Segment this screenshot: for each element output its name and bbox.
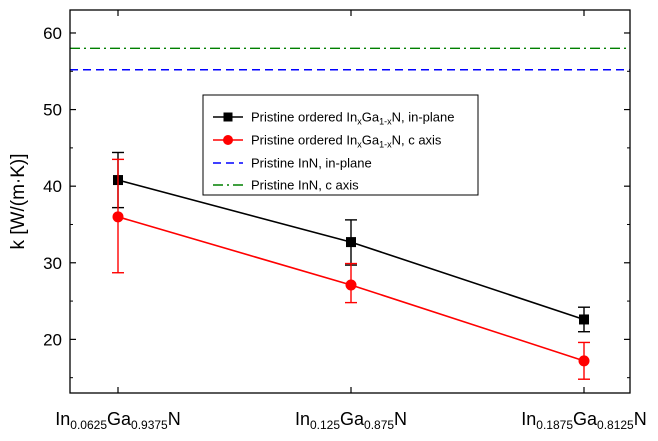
data-point-0-2 bbox=[579, 314, 589, 325]
legend-label-part: 1-x bbox=[379, 117, 392, 127]
legend-ref-label-0: Pristine InN, in-plane bbox=[251, 156, 372, 171]
x-category-label-part: 0.1875 bbox=[536, 418, 573, 432]
y-axis: 20 30 40 50 60 bbox=[43, 24, 630, 379]
legend-ref-label-1: Pristine InN, c axis bbox=[251, 178, 359, 193]
x-category-label-part: In bbox=[55, 409, 70, 429]
y-tick-label-40: 40 bbox=[43, 177, 62, 196]
y-axis-label: k [W/(m·K)] bbox=[8, 153, 29, 249]
y-tick-label-50: 50 bbox=[43, 101, 62, 120]
data-point-1-0 bbox=[112, 211, 124, 223]
x-category-label-part: 0.9375 bbox=[131, 418, 168, 432]
x-category-label-part: N bbox=[168, 409, 181, 429]
legend-marker-0 bbox=[223, 112, 233, 122]
legend: Pristine ordered InxGa1-xN, in-planePris… bbox=[202, 94, 479, 196]
x-category-label-part: N bbox=[634, 409, 647, 429]
x-category-label-part: Ga bbox=[107, 409, 132, 429]
plot-frame bbox=[69, 9, 631, 394]
legend-label-part: Pristine ordered In bbox=[251, 110, 357, 125]
x-category-label-2: In0.1875Ga0.8125N bbox=[521, 409, 646, 432]
x-category-label-part: Ga bbox=[340, 409, 365, 429]
x-category-label-part: 0.8125 bbox=[597, 418, 634, 432]
y-tick-label-20: 20 bbox=[43, 330, 62, 349]
legend-marker-1 bbox=[223, 135, 233, 145]
x-category-label-part: 0.0625 bbox=[70, 418, 107, 432]
legend-label-part: N, in-plane bbox=[392, 110, 455, 125]
legend-label-1: Pristine ordered InxGa1-xN, c axis bbox=[251, 133, 442, 150]
x-category-label-1: In0.125Ga0.875N bbox=[295, 409, 407, 432]
x-category-label-part: 0.125 bbox=[310, 418, 340, 432]
x-category-label-part: In bbox=[521, 409, 536, 429]
legend-label-part: N, c axis bbox=[392, 133, 442, 148]
y-tick-label-30: 30 bbox=[43, 254, 62, 273]
x-category-label-part: 0.875 bbox=[364, 418, 394, 432]
legend-label-part: Ga bbox=[362, 110, 380, 125]
series-layer bbox=[112, 151, 590, 380]
data-point-1-2 bbox=[578, 355, 590, 367]
legend-label-part: Ga bbox=[362, 133, 380, 148]
reference-lines bbox=[70, 47, 630, 71]
legend-label-0: Pristine ordered InxGa1-xN, in-plane bbox=[251, 110, 454, 127]
legend-box bbox=[202, 94, 479, 196]
x-category-label-part: N bbox=[394, 409, 407, 429]
x-category-label-0: In0.0625Ga0.9375N bbox=[55, 409, 180, 432]
y-tick-label-60: 60 bbox=[43, 24, 62, 43]
legend-label-part: x bbox=[357, 117, 362, 127]
x-category-label-part: In bbox=[295, 409, 310, 429]
legend-label-part: x bbox=[357, 140, 362, 150]
x-category-label-part: Ga bbox=[573, 409, 598, 429]
data-point-1-1 bbox=[345, 279, 357, 291]
legend-label-part: 1-x bbox=[379, 140, 392, 150]
legend-label-part: Pristine ordered In bbox=[251, 133, 357, 148]
data-point-0-1 bbox=[346, 237, 356, 248]
x-axis: In0.0625Ga0.9375N In0.125Ga0.875N In0.1875… bbox=[55, 10, 647, 432]
